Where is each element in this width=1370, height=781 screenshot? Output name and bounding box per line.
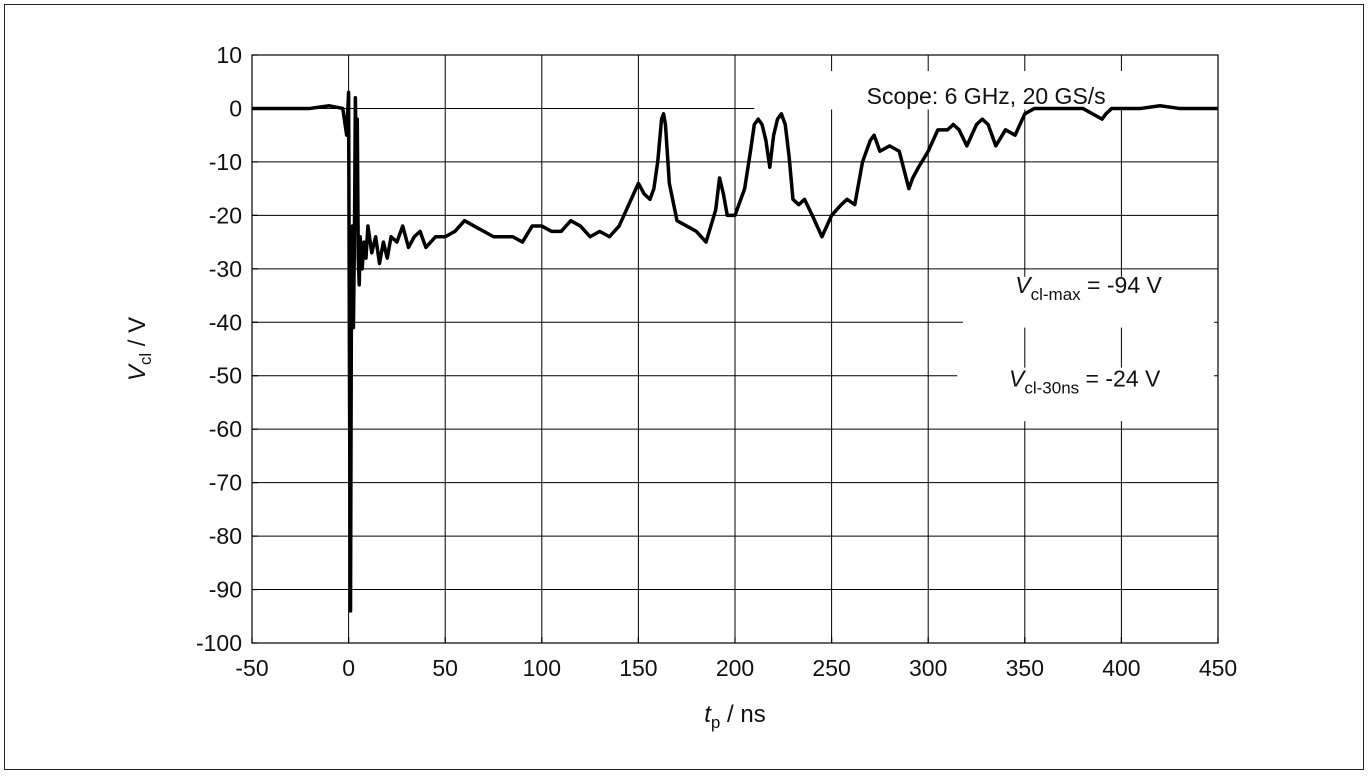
- x-axis-label-subscript: p: [711, 713, 720, 732]
- x-tick-label: 0: [342, 655, 355, 681]
- vcl-max-annotation: Vcl-max = -94 V: [1015, 272, 1162, 304]
- scope-annotation-bg: [754, 71, 1216, 110]
- y-tick-label: -60: [209, 416, 242, 442]
- axis-labels: tp / ns Vcl / V: [124, 317, 766, 732]
- scope-annotation: Scope: 6 GHz, 20 GS/s: [867, 83, 1106, 109]
- x-tick-label: 250: [812, 655, 850, 681]
- plot-area: [252, 90, 1218, 613]
- annotations: Scope: 6 GHz, 20 GS/s Vcl-max = -94 V Vc…: [867, 83, 1163, 397]
- vcl-max-subscript: cl-max: [1031, 285, 1082, 304]
- y-tick-label: -100: [196, 630, 242, 656]
- tick-labels: -50 0 50 100 150 200 250 300 350 400 450100-10-20-…: [196, 42, 1237, 681]
- y-tick-label: -70: [209, 470, 242, 496]
- y-axis-label: Vcl / V: [124, 317, 155, 381]
- y-tick-label: -40: [209, 309, 242, 335]
- vcl-30ns-subscript: cl-30ns: [1024, 378, 1079, 397]
- x-axis-label: tp / ns: [704, 701, 766, 732]
- y-tick-label: 10: [216, 42, 242, 68]
- y-axis-label-subscript: cl: [136, 353, 155, 365]
- y-axis-label-symbol: V: [124, 363, 151, 381]
- y-tick-label: 0: [229, 95, 242, 121]
- vcl-30ns-symbol: V: [1009, 365, 1027, 391]
- y-tick-label: -10: [209, 149, 242, 175]
- y-tick-label: -80: [209, 523, 242, 549]
- x-tick-label: 150: [619, 655, 657, 681]
- grid: [251, 54, 1219, 644]
- x-tick-label: 200: [716, 655, 754, 681]
- vcl-max-value: = -94 V: [1081, 272, 1163, 298]
- annotation-backgrounds: [754, 71, 1216, 422]
- x-axis-label-unit: / ns: [720, 701, 765, 728]
- y-tick-label: -90: [209, 577, 242, 603]
- vcl-30ns-annotation-bg: [957, 367, 1215, 422]
- vcl-max-annotation-bg: [962, 276, 1215, 328]
- vcl-30ns-value: = -24 V: [1079, 365, 1161, 391]
- chart-svg: -50 0 50 100 150 200 250 300 350 400 450100-10-20-…: [124, 42, 1237, 732]
- x-axis-label-symbol: t: [704, 701, 712, 728]
- x-tick-label: 400: [1102, 655, 1140, 681]
- x-tick-label: -50: [235, 655, 268, 681]
- y-tick-label: -20: [209, 202, 242, 228]
- y-tick-label: -30: [209, 256, 242, 282]
- chart-frame: -50 0 50 100 150 200 250 300 350 400 450 10 0 -10 -20-…: [4, 4, 1364, 770]
- y-tick-label: -50: [209, 363, 242, 389]
- x-tick-label: 100: [523, 655, 561, 681]
- x-tick-label: 450: [1199, 655, 1237, 681]
- series-line: [252, 90, 1218, 613]
- x-tick-label: 350: [1006, 655, 1044, 681]
- vcl-30ns-annotation: Vcl-30ns = -24 V: [1009, 365, 1161, 397]
- x-tick-label: 50: [432, 655, 458, 681]
- vcl-max-symbol: V: [1015, 272, 1033, 298]
- y-axis-label-unit: / V: [124, 317, 151, 353]
- x-tick-label: 300: [909, 655, 947, 681]
